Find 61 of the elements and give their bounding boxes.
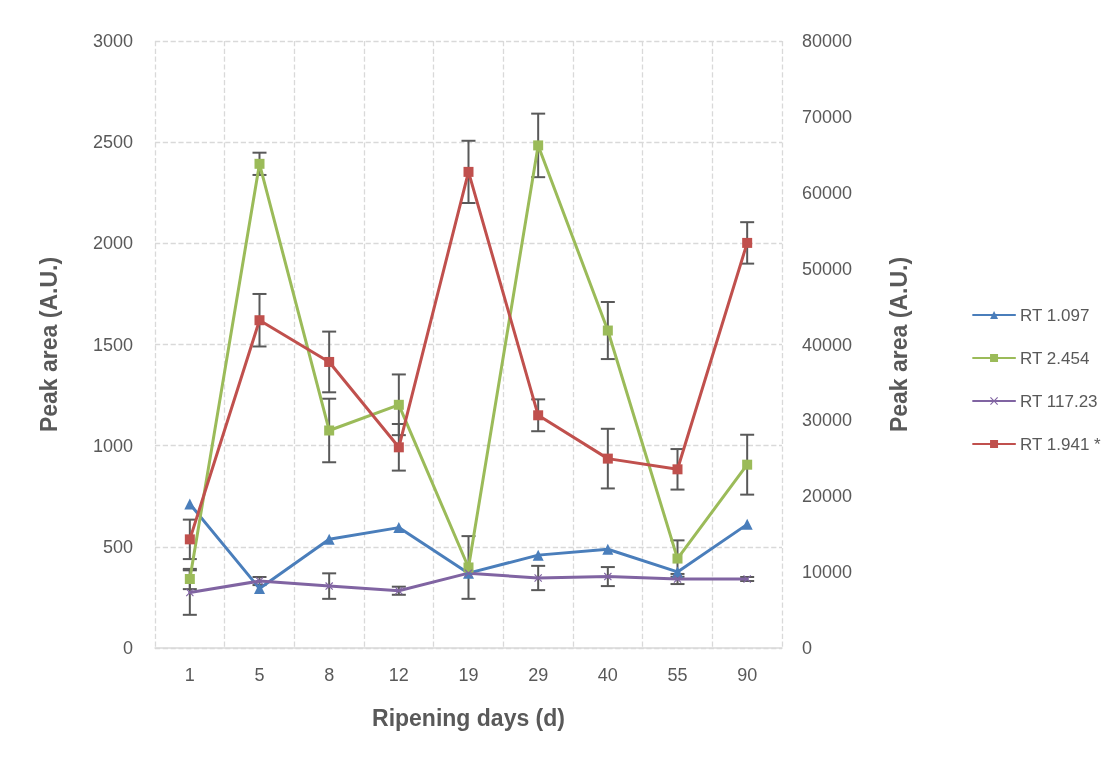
y2-tick-label: 40000 <box>802 334 853 355</box>
point <box>324 425 335 436</box>
point <box>325 582 334 591</box>
point <box>184 534 195 545</box>
point <box>463 562 474 573</box>
y2-tick-label: 80000 <box>802 31 853 51</box>
legend-label: RT 1.941 * <box>1020 434 1102 454</box>
point <box>602 543 614 555</box>
x-tick-label: 55 <box>667 665 688 685</box>
y-tick-label: 0 <box>122 638 133 658</box>
y2-tick-label: 50000 <box>802 258 853 279</box>
point <box>463 166 474 177</box>
point <box>602 453 613 464</box>
x-tick-label: 5 <box>254 665 265 685</box>
y2-axis-title: Peak area (A.U.) <box>885 256 912 433</box>
y2-tick-label: 30000 <box>802 410 853 431</box>
x-tick-label: 8 <box>324 665 335 685</box>
x-tick-label: 40 <box>597 665 618 685</box>
x-axis-title: Ripening days (d) <box>372 704 565 731</box>
legend-label: RT 1.097 <box>1020 305 1090 325</box>
y-tick-label: 3000 <box>92 31 133 51</box>
x-tick-label: 12 <box>388 665 409 685</box>
point <box>393 522 405 534</box>
point <box>184 498 196 510</box>
point <box>184 574 195 584</box>
y2-tick-label: 10000 <box>802 562 853 583</box>
point <box>254 158 265 169</box>
point <box>603 572 612 581</box>
point <box>602 325 613 336</box>
x-tick-label: 1 <box>184 665 195 685</box>
x-tick-label: 90 <box>737 665 758 685</box>
y-tick-label: 1500 <box>92 334 133 355</box>
point <box>323 533 335 545</box>
y2-tick-label: 20000 <box>802 486 853 507</box>
x-tick-label: 19 <box>458 665 479 685</box>
point <box>672 566 683 578</box>
y-tick-label: 2500 <box>92 132 133 153</box>
point <box>742 459 753 470</box>
point <box>533 410 544 421</box>
point <box>185 588 194 597</box>
point <box>393 442 404 453</box>
point <box>741 518 753 530</box>
point <box>254 583 265 595</box>
legend-label: RT 117.23 <box>1020 391 1098 411</box>
point <box>672 553 683 564</box>
point <box>532 549 544 561</box>
point <box>324 356 335 367</box>
point <box>393 399 404 410</box>
y2-tick-label: 70000 <box>802 106 853 127</box>
x-tick-label: 29 <box>528 665 549 685</box>
y2-tick-label: 60000 <box>802 182 853 203</box>
legend-label: RT 2.454 <box>1020 348 1090 368</box>
y2-tick-label: 0 <box>802 638 813 658</box>
point <box>672 464 683 475</box>
point <box>533 140 544 151</box>
y-axis-title: Peak area (A.U.) <box>35 256 62 433</box>
y-tick-label: 2000 <box>92 233 133 254</box>
y-tick-label: 500 <box>102 536 133 557</box>
point <box>742 237 753 248</box>
point <box>254 315 265 326</box>
y-tick-label: 1000 <box>92 435 133 456</box>
